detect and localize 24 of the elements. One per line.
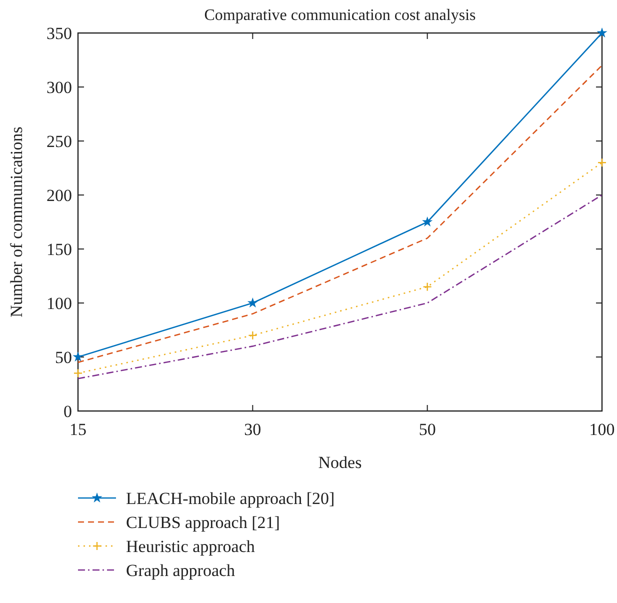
x-tick-label: 100 — [589, 420, 615, 439]
y-axis-title: Number of communications — [7, 126, 26, 318]
point — [248, 298, 258, 308]
legend-label: CLUBS approach [21] — [126, 512, 280, 532]
x-axis-title: Nodes — [318, 453, 362, 472]
point — [422, 217, 432, 226]
point — [73, 352, 83, 362]
x-tick-label: 50 — [418, 420, 436, 439]
y-tick-label: 250 — [46, 132, 72, 151]
y-tick-label: 200 — [46, 186, 72, 205]
x-tick-label: 15 — [70, 420, 86, 439]
y-tick-label: 150 — [46, 240, 72, 259]
y-tick-label: 50 — [55, 348, 72, 367]
legend-label: LEACH-mobile approach [20] — [126, 488, 335, 508]
chart-title: Comparative communication cost analysis — [204, 7, 476, 24]
x-tick-label: 30 — [244, 420, 262, 439]
line-series — [77, 194, 603, 380]
y-tick-label: 100 — [46, 294, 72, 313]
y-tick-label: 350 — [46, 24, 72, 43]
legend-label: Graph approach — [126, 560, 236, 580]
y-tick-label: 300 — [46, 78, 72, 97]
y-tick-label: 0 — [64, 402, 72, 421]
legend-label: Heuristic approach — [126, 536, 256, 556]
point — [597, 28, 607, 38]
